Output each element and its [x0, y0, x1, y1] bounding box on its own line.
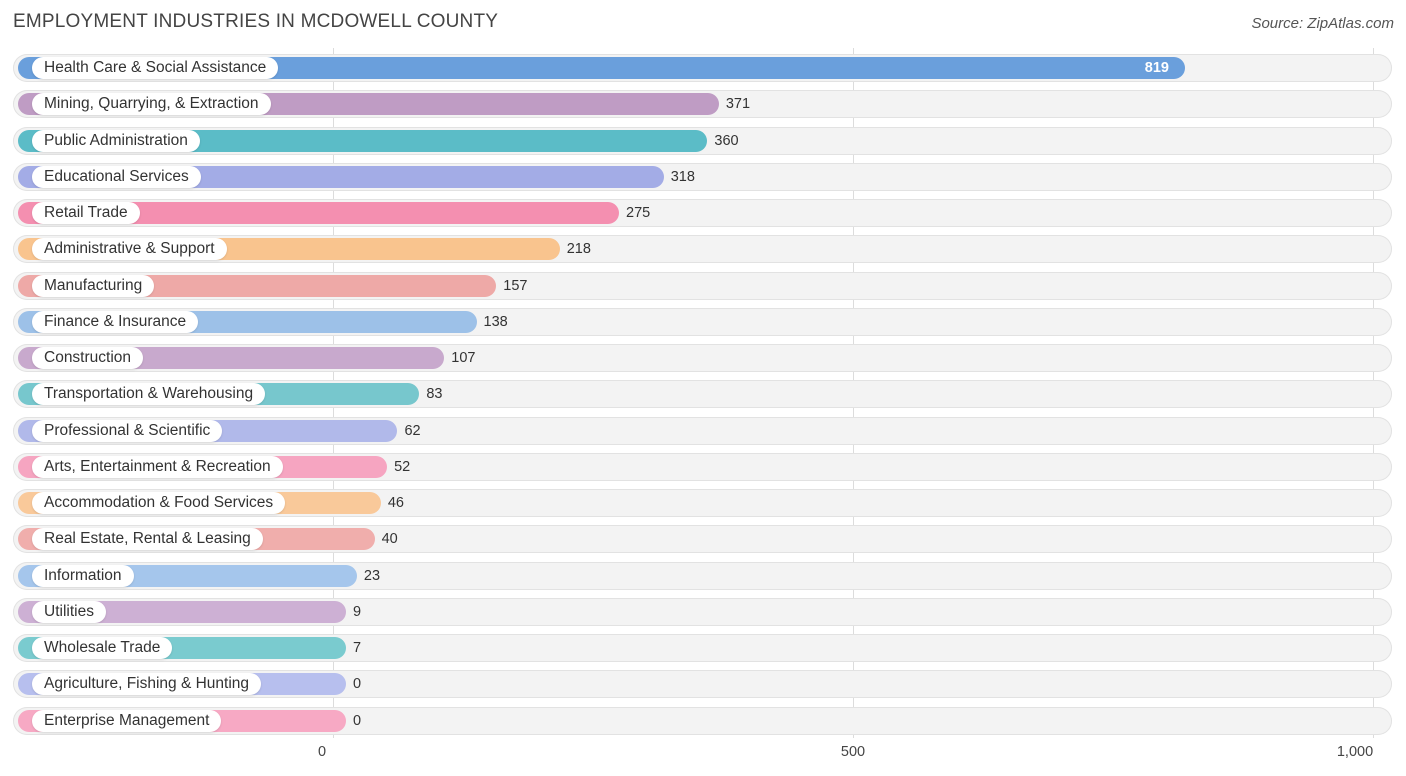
value-label: 819: [1144, 60, 1169, 76]
x-tick-label: 500: [840, 744, 866, 760]
value-label: 9: [353, 603, 362, 620]
chart-title: EMPLOYMENT INDUSTRIES IN MCDOWELL COUNTY: [13, 11, 499, 32]
category-label: Real Estate, Rental & Leasing: [32, 528, 263, 551]
source-note: Source: ZipAtlas.com: [1251, 15, 1394, 32]
value-label: 62: [404, 422, 421, 439]
value-label: 0: [353, 676, 362, 693]
category-label: Administrative & Support: [32, 238, 227, 261]
category-label: Manufacturing: [32, 274, 155, 297]
value-label: 46: [387, 495, 404, 511]
category-label: Retail Trade: [32, 202, 140, 224]
category-label: Professional & Scientific: [32, 419, 223, 442]
bar: [18, 202, 619, 224]
value-label: 52: [394, 458, 411, 475]
value-label: 138: [483, 313, 508, 330]
category-label: Construction: [32, 347, 144, 369]
value-label: 218: [566, 241, 591, 258]
value-label: 7: [353, 640, 362, 656]
category-label: Public Administration: [32, 129, 200, 152]
category-label: Utilities: [32, 600, 106, 623]
value-label: 371: [725, 96, 751, 113]
x-tick-label: 1,000: [1336, 744, 1374, 760]
value-label: 275: [626, 205, 651, 221]
value-label: 107: [451, 350, 476, 366]
category-label: Mining, Quarrying, & Extraction: [32, 93, 271, 116]
value-label: 40: [381, 531, 398, 548]
value-label: 0: [353, 712, 362, 729]
value-label: 23: [363, 567, 381, 584]
category-label: Agriculture, Fishing & Hunting: [32, 673, 262, 696]
value-label: 318: [670, 168, 695, 185]
value-label: 360: [714, 132, 739, 149]
category-label: Arts, Entertainment & Recreation: [32, 455, 283, 478]
x-tick-label: 0: [317, 744, 327, 760]
category-label: Finance & Insurance: [32, 310, 199, 333]
category-label: Accommodation & Food Services: [32, 492, 286, 514]
category-label: Information: [32, 564, 134, 587]
category-label: Educational Services: [32, 165, 201, 188]
category-label: Wholesale Trade: [32, 637, 173, 659]
bar: [18, 57, 1185, 79]
value-label: 157: [503, 277, 528, 294]
category-label: Transportation & Warehousing: [32, 383, 266, 406]
category-label: Enterprise Management: [32, 709, 222, 732]
category-label: Health Care & Social Assistance: [32, 57, 279, 79]
value-label: 83: [426, 386, 443, 403]
